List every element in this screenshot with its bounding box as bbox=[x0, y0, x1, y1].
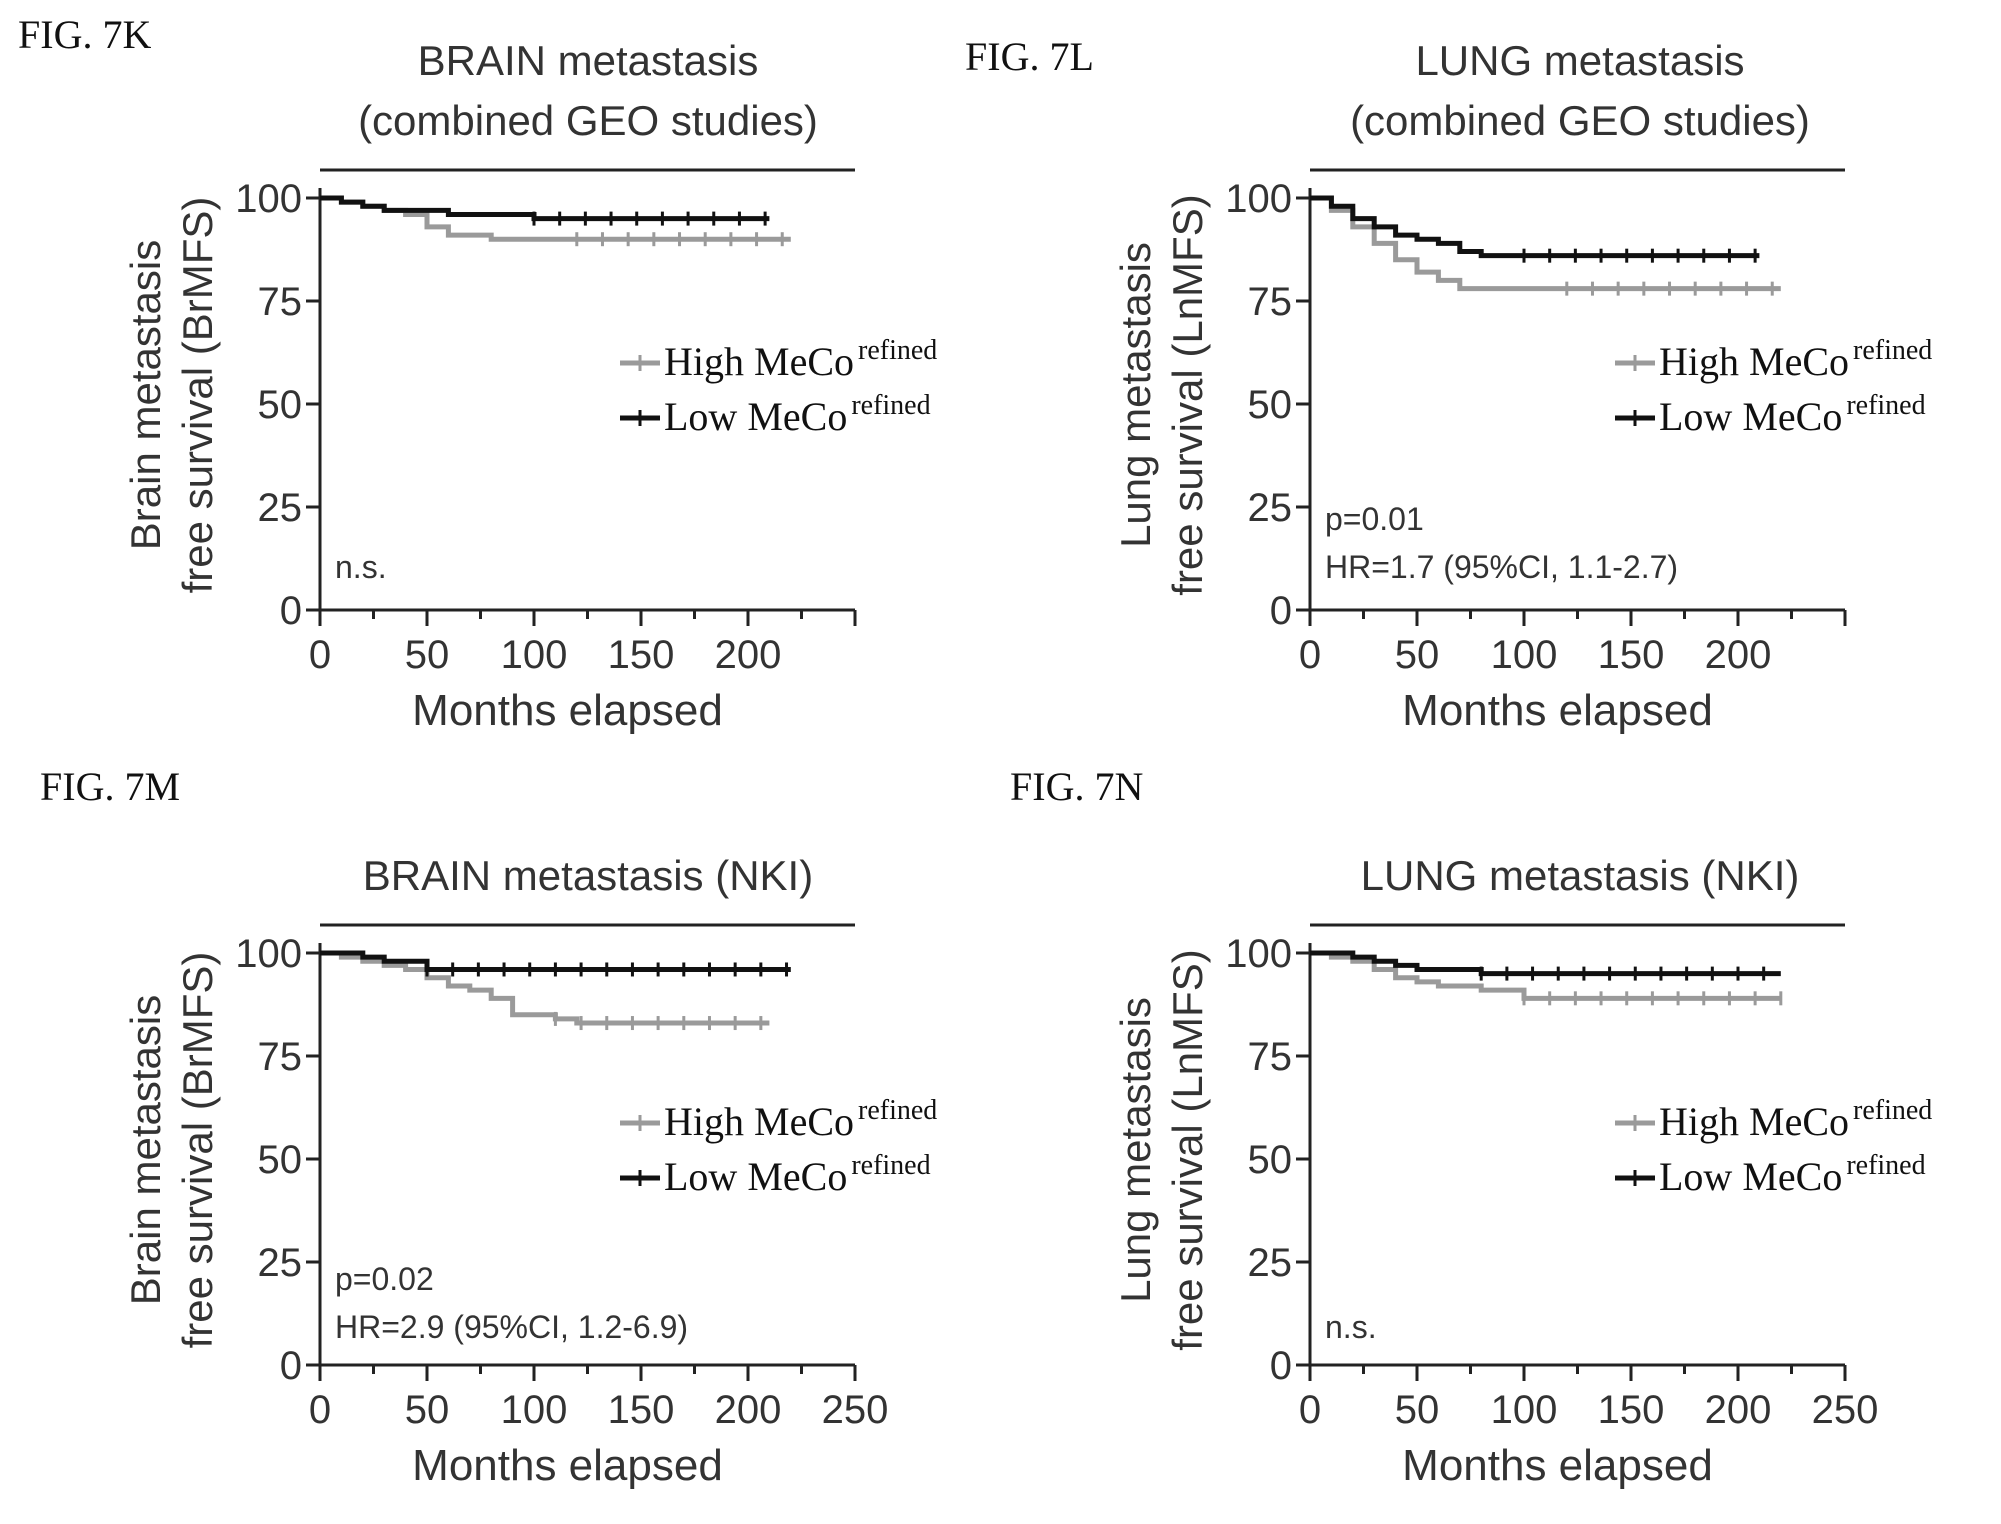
x-tick-label: 0 bbox=[309, 633, 331, 677]
chart-panel-1: FIG. 7K BRAIN metastasis (combined GEO stu… bbox=[18, 12, 937, 735]
x-tick-label: 100 bbox=[501, 1388, 568, 1432]
y-tick-label: 75 bbox=[1248, 1035, 1293, 1079]
x-tick-label: 200 bbox=[1705, 633, 1772, 677]
chart-panel-2: FIG. 7L LUNG metastasis (combined GEO stud… bbox=[965, 34, 1932, 735]
figure-label: FIG. 7K bbox=[18, 12, 151, 57]
y-axis-label: free survival (LnMFS) bbox=[1164, 949, 1211, 1350]
y-tick-label: 50 bbox=[1248, 383, 1293, 427]
legend-superscript: refined bbox=[858, 335, 937, 366]
y-axis-label: free survival (LnMFS) bbox=[1164, 194, 1211, 595]
y-axis-label: free survival (BrMFS) bbox=[174, 952, 221, 1349]
y-tick-label: 0 bbox=[280, 589, 302, 633]
x-tick-label: 200 bbox=[715, 1388, 782, 1432]
x-axis-label: Months elapsed bbox=[412, 686, 723, 735]
x-tick-label: 50 bbox=[405, 633, 450, 677]
x-tick-label: 200 bbox=[715, 633, 782, 677]
legend-entry: Low MeCo bbox=[1659, 394, 1842, 439]
x-tick-label: 50 bbox=[405, 1388, 450, 1432]
y-axis-label: Brain metastasis bbox=[122, 995, 169, 1305]
x-tick-label: 200 bbox=[1705, 1388, 1772, 1432]
chart-title: LUNG metastasis (NKI) bbox=[1361, 852, 1800, 899]
y-tick-label: 25 bbox=[258, 486, 303, 530]
y-tick-label: 0 bbox=[280, 1344, 302, 1388]
y-tick-label: 100 bbox=[235, 932, 302, 976]
figure-label: FIG. 7L bbox=[965, 34, 1094, 79]
legend-superscript: refined bbox=[1853, 1095, 1932, 1126]
y-tick-label: 100 bbox=[1225, 177, 1292, 221]
x-axis-label: Months elapsed bbox=[1402, 686, 1713, 735]
legend-entry: Low MeCo bbox=[664, 394, 847, 439]
chart-panel-4: FIG. 7N LUNG metastasis (NKI) Lung metasta… bbox=[1010, 764, 1932, 1490]
y-tick-label: 50 bbox=[1248, 1138, 1293, 1182]
y-tick-label: 0 bbox=[1270, 589, 1292, 633]
x-axis-label: Months elapsed bbox=[1402, 1441, 1713, 1490]
chart-title: BRAIN metastasis bbox=[418, 37, 759, 84]
legend-superscript: refined bbox=[1846, 390, 1925, 421]
stat-annotation: p=0.02 bbox=[335, 1261, 434, 1297]
legend-entry: High MeCo bbox=[1659, 1099, 1849, 1144]
y-tick-label: 25 bbox=[1248, 486, 1293, 530]
legend-superscript: refined bbox=[1853, 335, 1932, 366]
x-tick-label: 100 bbox=[501, 633, 568, 677]
y-tick-label: 50 bbox=[258, 383, 303, 427]
y-tick-label: 25 bbox=[258, 1241, 303, 1285]
y-tick-label: 100 bbox=[1225, 932, 1292, 976]
y-tick-label: 75 bbox=[258, 1035, 303, 1079]
legend-entry: Low MeCo bbox=[1659, 1154, 1842, 1199]
y-axis-label: Brain metastasis bbox=[122, 240, 169, 550]
y-tick-label: 50 bbox=[258, 1138, 303, 1182]
stat-annotation: p=0.01 bbox=[1325, 501, 1424, 537]
y-tick-label: 100 bbox=[235, 177, 302, 221]
stat-annotation: HR=1.7 (95%CI, 1.1-2.7) bbox=[1325, 549, 1678, 585]
chart-title: (combined GEO studies) bbox=[358, 97, 818, 144]
x-tick-label: 50 bbox=[1395, 1388, 1440, 1432]
series-line-low bbox=[1310, 195, 1760, 259]
x-tick-label: 0 bbox=[309, 1388, 331, 1432]
series-line-high bbox=[1310, 195, 1781, 292]
legend-superscript: refined bbox=[1846, 1150, 1925, 1181]
legend-superscript: refined bbox=[858, 1095, 937, 1126]
y-axis-label: Lung metastasis bbox=[1112, 997, 1159, 1303]
x-tick-label: 100 bbox=[1491, 633, 1558, 677]
x-tick-label: 50 bbox=[1395, 633, 1440, 677]
legend-entry: High MeCo bbox=[1659, 339, 1849, 384]
series-line-low bbox=[320, 950, 791, 972]
x-tick-label: 0 bbox=[1299, 1388, 1321, 1432]
figure-label: FIG. 7M bbox=[40, 764, 180, 809]
legend-entry: Low MeCo bbox=[664, 1154, 847, 1199]
stat-annotation: n.s. bbox=[1325, 1309, 1377, 1345]
series-line-low bbox=[320, 195, 770, 222]
legend-superscript: refined bbox=[851, 1150, 930, 1181]
x-tick-label: 100 bbox=[1491, 1388, 1558, 1432]
x-tick-label: 150 bbox=[608, 1388, 675, 1432]
stat-annotation: n.s. bbox=[335, 549, 387, 585]
y-tick-label: 0 bbox=[1270, 1344, 1292, 1388]
x-tick-label: 150 bbox=[608, 633, 675, 677]
chart-title: LUNG metastasis bbox=[1415, 37, 1744, 84]
legend-entry: High MeCo bbox=[664, 339, 854, 384]
x-tick-label: 150 bbox=[1598, 633, 1665, 677]
x-tick-label: 250 bbox=[822, 1388, 889, 1432]
y-tick-label: 75 bbox=[258, 280, 303, 324]
chart-title: BRAIN metastasis (NKI) bbox=[363, 852, 813, 899]
x-tick-label: 0 bbox=[1299, 633, 1321, 677]
y-axis-label: free survival (BrMFS) bbox=[174, 197, 221, 594]
legend-entry: High MeCo bbox=[664, 1099, 854, 1144]
y-axis-label: Lung metastasis bbox=[1112, 242, 1159, 548]
y-tick-label: 25 bbox=[1248, 1241, 1293, 1285]
stat-annotation: HR=2.9 (95%CI, 1.2-6.9) bbox=[335, 1309, 688, 1345]
series-line-high bbox=[320, 950, 770, 1026]
legend-superscript: refined bbox=[851, 390, 930, 421]
x-tick-label: 150 bbox=[1598, 1388, 1665, 1432]
chart-title: (combined GEO studies) bbox=[1350, 97, 1810, 144]
x-tick-label: 250 bbox=[1812, 1388, 1879, 1432]
chart-panel-3: FIG. 7M BRAIN metastasis (NKI) Brain metas… bbox=[40, 764, 937, 1490]
y-tick-label: 75 bbox=[1248, 280, 1293, 324]
x-axis-label: Months elapsed bbox=[412, 1441, 723, 1490]
figure-label: FIG. 7N bbox=[1010, 764, 1143, 809]
